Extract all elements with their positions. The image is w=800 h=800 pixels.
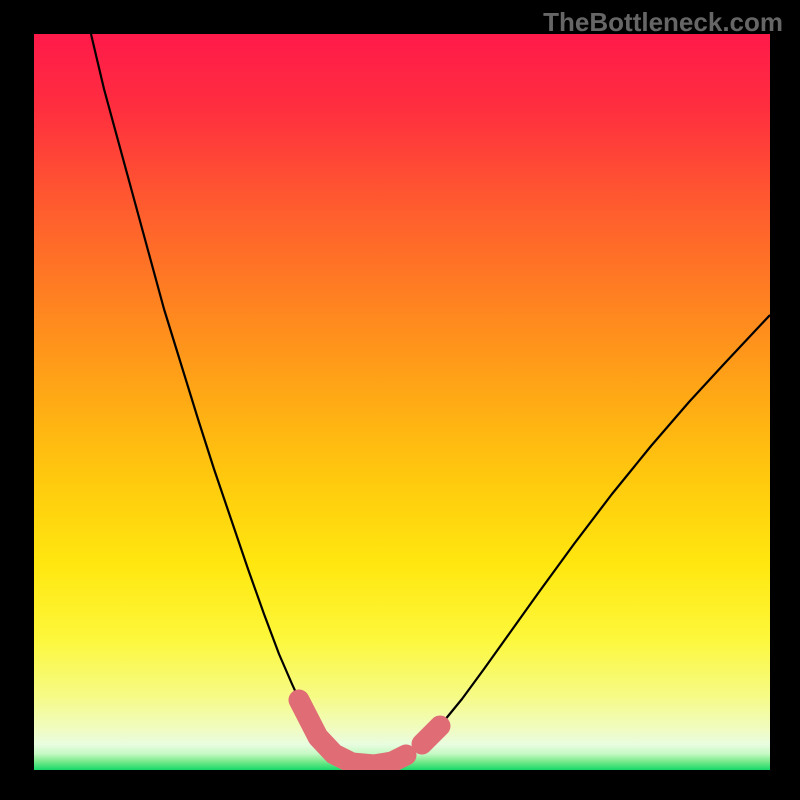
watermark-text: TheBottleneck.com (543, 7, 783, 38)
gradient-background (34, 34, 770, 770)
highlight-segment (422, 726, 440, 744)
plot-area (34, 34, 770, 770)
canvas: TheBottleneck.com (0, 0, 800, 800)
chart-svg (34, 34, 770, 770)
